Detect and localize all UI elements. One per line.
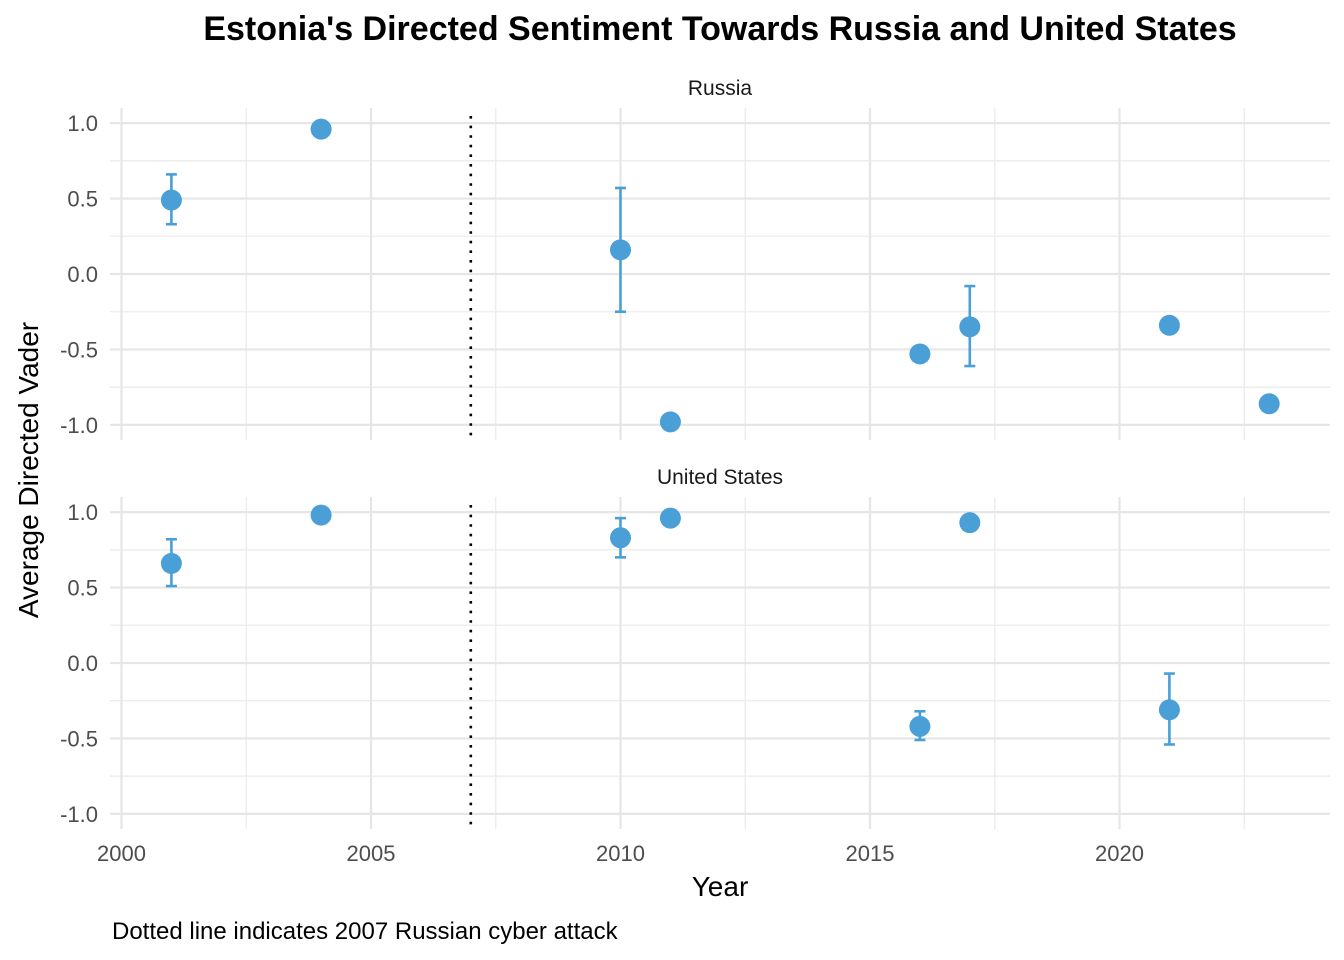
x-tick-label: 2005 bbox=[347, 841, 396, 866]
data-point bbox=[909, 343, 931, 365]
data-point bbox=[909, 715, 931, 737]
y-tick-label: -1.0 bbox=[60, 413, 98, 438]
y-tick-label: -1.0 bbox=[60, 802, 98, 827]
y-tick-label: 0.0 bbox=[67, 651, 98, 676]
data-point bbox=[659, 507, 681, 529]
data-point bbox=[1158, 314, 1180, 336]
y-tick-label: 1.0 bbox=[67, 500, 98, 525]
data-point bbox=[959, 316, 981, 338]
chart-title: Estonia's Directed Sentiment Towards Rus… bbox=[203, 10, 1236, 48]
data-point bbox=[310, 504, 332, 526]
data-point bbox=[659, 411, 681, 433]
chart-caption: Dotted line indicates 2007 Russian cyber… bbox=[112, 918, 619, 945]
panel-label-united-states: United States bbox=[657, 466, 783, 489]
data-point bbox=[610, 527, 631, 549]
data-point bbox=[310, 118, 332, 140]
x-axis-ticks: 2000 2005 2010 2015 2020 bbox=[97, 841, 1144, 866]
y-tick-label: 1.0 bbox=[67, 111, 98, 136]
x-tick-label: 2015 bbox=[846, 841, 895, 866]
data-point bbox=[1158, 699, 1180, 721]
panel-russia: Russia 1.0 0.5 0.0 -0.5 -1.0 bbox=[60, 77, 1330, 440]
y-axis-title: Average Directed Vader bbox=[13, 322, 44, 618]
x-tick-label: 2010 bbox=[596, 841, 645, 866]
data-point bbox=[610, 239, 631, 261]
y-tick-label: -0.5 bbox=[60, 726, 98, 751]
panel-label-russia: Russia bbox=[688, 77, 753, 100]
panel-united-states: United States 1.0 0.5 0.0 -0.5 -1.0 bbox=[60, 466, 1330, 829]
data-point bbox=[160, 552, 182, 574]
data-point bbox=[1258, 393, 1280, 415]
y-tick-label: -0.5 bbox=[60, 337, 98, 362]
x-tick-label: 2000 bbox=[97, 841, 146, 866]
y-tick-label: 0.5 bbox=[67, 187, 98, 212]
data-point bbox=[160, 189, 182, 211]
x-tick-label: 2020 bbox=[1095, 841, 1144, 866]
data-point bbox=[959, 512, 981, 534]
x-axis-title: Year bbox=[692, 871, 749, 902]
y-tick-label: 0.5 bbox=[67, 576, 98, 601]
y-tick-label: 0.0 bbox=[67, 262, 98, 287]
